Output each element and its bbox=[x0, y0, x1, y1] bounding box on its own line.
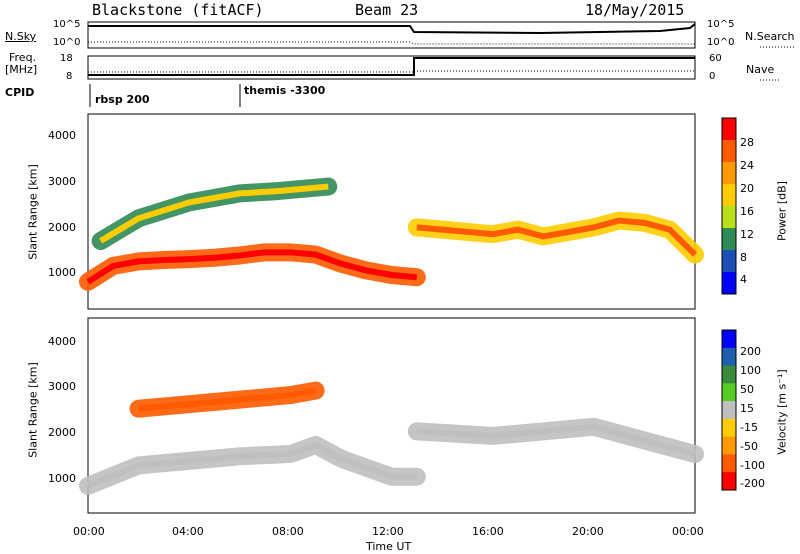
power-ytick: 4000 bbox=[48, 129, 76, 142]
power-cbar-tick: 28 bbox=[740, 136, 754, 149]
velocity-ytick: 1000 bbox=[48, 472, 76, 485]
power-ytick: 1000 bbox=[48, 266, 76, 279]
freq-tick-top: 18 bbox=[60, 53, 73, 64]
nave-tick-bottom: 0 bbox=[709, 71, 716, 82]
power-echoes-band-core-2 bbox=[416, 217, 698, 257]
date-title: 18/May/2015 bbox=[585, 1, 685, 19]
power-echoes-band-core-1 bbox=[99, 183, 329, 244]
power-echoes bbox=[79, 177, 704, 291]
cpid-themis: themis -3300 bbox=[244, 84, 326, 97]
velocity-cbar-tick: 200 bbox=[740, 345, 761, 358]
velocity-cbar-frame bbox=[721, 329, 737, 491]
xtick: 12:00 bbox=[372, 525, 404, 538]
velocity-cbar-tick: 50 bbox=[740, 383, 754, 396]
power-cbar-segment bbox=[722, 162, 736, 185]
velocity-cbar-segment bbox=[722, 347, 736, 367]
xtick: 04:00 bbox=[172, 525, 204, 538]
velocity-echoes-band-core-0 bbox=[86, 441, 417, 489]
xtick: 16:00 bbox=[472, 525, 504, 538]
velocity-cbar-tick: -15 bbox=[740, 421, 758, 434]
velocity-cbar-segment bbox=[722, 472, 736, 491]
velocity-ytick: 2000 bbox=[48, 426, 76, 439]
freq-unit-label: [MHz] bbox=[5, 63, 38, 76]
power-cbar-tick: 16 bbox=[740, 205, 754, 218]
velocity-cbar-tick: 15 bbox=[740, 402, 754, 415]
velocity-cbar-segment bbox=[722, 330, 736, 349]
freq-line bbox=[88, 57, 695, 76]
velocity-cbar-segment bbox=[722, 454, 736, 473]
velocity-cbar-segment bbox=[722, 365, 736, 384]
nsearch-line bbox=[88, 41, 695, 45]
nsearch-tick-bottom: 10^0 bbox=[707, 37, 735, 48]
nave-label: Nave bbox=[746, 63, 775, 76]
station-title: Blackstone (fitACF) bbox=[92, 1, 264, 19]
velocity-cbar-segment bbox=[722, 401, 736, 420]
velocity-ytick: 4000 bbox=[48, 335, 76, 348]
freq-panel-frame bbox=[87, 55, 696, 80]
xlabel: Time UT bbox=[366, 540, 412, 553]
xtick: 20:00 bbox=[572, 525, 604, 538]
nsky-label: N.Sky bbox=[5, 30, 37, 43]
power-ytick: 3000 bbox=[48, 175, 76, 188]
power-colorbar bbox=[721, 117, 737, 295]
nsky-tick-top: 10^5 bbox=[53, 19, 81, 30]
velocity-cbar-tick: -50 bbox=[740, 440, 758, 453]
power-cbar-tick: 20 bbox=[740, 182, 754, 195]
velocity-echoes-band-core-1 bbox=[138, 387, 317, 412]
power-cbar-tick: 8 bbox=[740, 251, 747, 264]
power-cbar-segment bbox=[722, 272, 736, 295]
cpid-rbsp: rbsp 200 bbox=[95, 93, 150, 106]
velocity-cbar-tick: -100 bbox=[740, 459, 765, 472]
velocity-colorbar bbox=[721, 329, 737, 491]
power-cbar-segment bbox=[722, 118, 736, 141]
power-ytick: 2000 bbox=[48, 221, 76, 234]
nsky-line bbox=[88, 23, 696, 35]
xtick: 00:00 bbox=[672, 525, 704, 538]
xtick: 00:00 bbox=[73, 525, 105, 538]
power-cbar-segment bbox=[722, 250, 736, 273]
power-cbar-segment bbox=[722, 228, 736, 251]
power-cbar-frame bbox=[721, 117, 737, 295]
power-cbar-segment bbox=[722, 140, 736, 163]
nave-line bbox=[88, 70, 695, 73]
power-cbar-segment bbox=[722, 206, 736, 229]
velocity-cbar-segment bbox=[722, 383, 736, 402]
nsky-tick-bottom: 10^0 bbox=[53, 37, 81, 48]
velocity-cbar-tick: 100 bbox=[740, 364, 761, 377]
freq-label: Freq. bbox=[9, 51, 37, 64]
nave-tick-top: 60 bbox=[709, 53, 722, 64]
nsky-panel-frame bbox=[87, 21, 696, 49]
cpid-label: CPID bbox=[5, 86, 35, 99]
velocity-cbar-tick: -200 bbox=[740, 477, 765, 490]
power-echoes-band-core-0 bbox=[86, 249, 418, 285]
power-cbar-segment bbox=[722, 184, 736, 207]
beam-title: Beam 23 bbox=[355, 1, 419, 19]
velocity-echoes bbox=[79, 381, 704, 495]
power-cbar-tick: 4 bbox=[740, 273, 747, 286]
xtick: 08:00 bbox=[272, 525, 304, 538]
power-cbar-tick: 24 bbox=[740, 159, 754, 172]
velocity-ytick: 3000 bbox=[48, 380, 76, 393]
velocity-cbar-segment bbox=[722, 418, 736, 438]
power-cbar-tick: 12 bbox=[740, 228, 754, 241]
nsearch-tick-top: 10^5 bbox=[707, 19, 735, 30]
freq-tick-bottom: 8 bbox=[66, 71, 73, 82]
nsearch-label: N.Search bbox=[745, 30, 795, 43]
velocity-echoes-band-core-2 bbox=[416, 423, 696, 457]
velocity-cbar-segment bbox=[722, 436, 736, 455]
